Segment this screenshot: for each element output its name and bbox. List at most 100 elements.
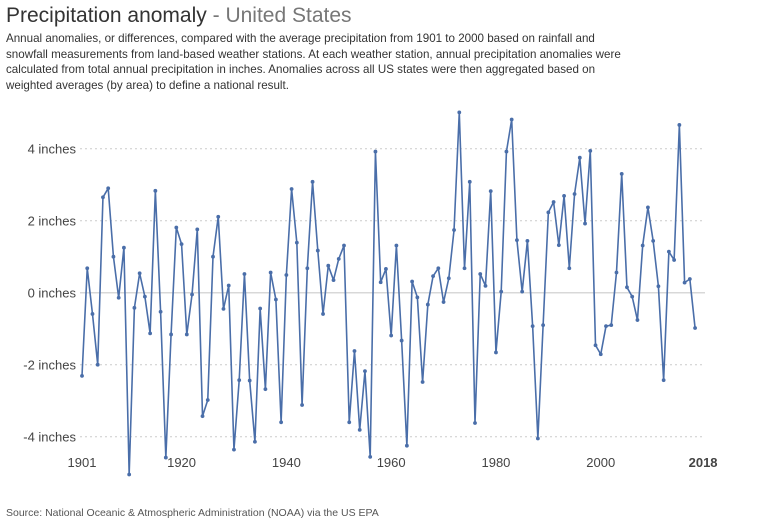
data-point	[551, 200, 556, 204]
y-tick-label: -4 inches	[23, 430, 76, 445]
data-point	[242, 272, 247, 276]
x-tick-label: 2018	[689, 455, 718, 470]
data-point	[106, 186, 111, 191]
x-tick-label: 1940	[272, 455, 301, 470]
data-point	[347, 420, 352, 425]
data-point	[237, 378, 242, 383]
data-point	[111, 254, 116, 259]
data-point	[368, 454, 373, 459]
data-point	[619, 172, 624, 176]
data-point	[520, 289, 525, 294]
data-point	[80, 373, 84, 378]
data-point	[677, 123, 682, 127]
y-tick-label: 0 inches	[28, 286, 77, 301]
data-point	[321, 312, 325, 316]
data-point	[342, 243, 346, 248]
data-point	[247, 378, 252, 383]
data-point	[179, 242, 184, 247]
data-point	[666, 249, 671, 254]
data-point	[363, 369, 367, 374]
data-point	[268, 270, 273, 275]
data-point	[546, 210, 551, 215]
title-subtitle: - United States	[212, 4, 352, 27]
data-point	[504, 149, 509, 154]
y-tick-label: 4 inches	[28, 142, 77, 157]
data-point	[169, 332, 173, 337]
data-point	[336, 256, 341, 261]
data-point	[394, 243, 399, 248]
data-point	[331, 278, 336, 282]
data-point	[625, 285, 629, 290]
data-point	[357, 427, 362, 432]
chart-title: Precipitation anomaly - United States	[6, 4, 352, 28]
data-point	[583, 221, 587, 226]
y-tick-label: 2 inches	[28, 214, 77, 229]
data-point	[158, 309, 163, 314]
data-point	[273, 297, 278, 302]
data-point	[101, 195, 105, 200]
data-point	[221, 307, 226, 311]
data-point	[457, 110, 462, 115]
data-point	[95, 362, 100, 367]
data-point	[410, 279, 415, 284]
data-point	[509, 117, 514, 122]
data-point	[452, 228, 456, 232]
data-point	[258, 306, 263, 311]
chart-description: Annual anomalies, or differences, compar…	[6, 31, 758, 93]
x-tick-label: 1980	[481, 455, 510, 470]
data-point	[525, 238, 530, 243]
data-point	[216, 214, 221, 219]
data-point	[577, 155, 582, 160]
data-point	[352, 349, 357, 353]
data-point	[515, 238, 519, 243]
data-point	[415, 295, 420, 300]
data-point	[604, 324, 608, 329]
description-line: weighted averages (by area) to define a …	[6, 78, 289, 92]
data-point	[530, 324, 535, 329]
data-point	[609, 323, 614, 327]
data-point	[378, 280, 383, 285]
data-point	[467, 179, 472, 184]
data-point	[153, 188, 158, 193]
data-point	[562, 193, 566, 198]
data-point	[163, 455, 168, 460]
x-tick-label: 2000	[586, 455, 615, 470]
data-point	[205, 398, 210, 402]
data-point	[693, 326, 697, 330]
source-note: Source: National Oceanic & Atmospheric A…	[6, 507, 379, 519]
data-point	[190, 292, 194, 297]
data-point	[446, 276, 451, 281]
data-point	[420, 380, 425, 384]
data-point	[478, 272, 483, 276]
data-point	[127, 472, 132, 477]
data-point	[567, 266, 572, 271]
data-point	[483, 283, 488, 288]
series-line	[81, 111, 696, 476]
data-point	[90, 312, 95, 316]
data-point	[436, 266, 441, 271]
data-point	[116, 295, 121, 300]
data-point	[682, 280, 687, 285]
data-point	[431, 274, 435, 279]
data-point	[300, 403, 304, 407]
data-point	[315, 248, 320, 253]
data-point	[425, 302, 430, 307]
data-point	[473, 421, 477, 425]
x-tick-label: 1960	[377, 455, 406, 470]
data-point	[289, 187, 294, 191]
data-point	[399, 338, 404, 343]
data-point	[598, 352, 603, 357]
data-point	[593, 343, 598, 348]
data-point	[646, 205, 650, 210]
data-point	[640, 243, 645, 248]
data-point	[656, 284, 661, 289]
x-tick-label: 1901	[68, 455, 97, 470]
data-point	[535, 436, 540, 441]
data-point	[263, 387, 268, 392]
data-point	[232, 447, 236, 452]
data-point	[661, 378, 666, 383]
data-point	[462, 266, 467, 271]
y-tick-label: -2 inches	[23, 358, 76, 373]
data-point	[588, 148, 593, 153]
